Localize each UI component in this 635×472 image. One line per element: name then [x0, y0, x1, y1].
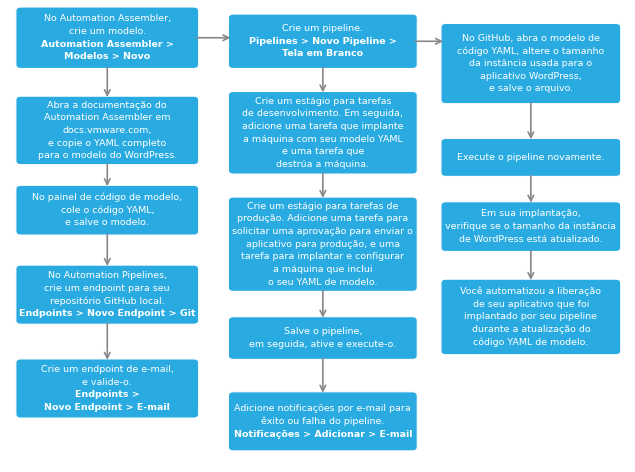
Text: implantado por seu pipeline: implantado por seu pipeline	[464, 312, 598, 321]
Text: verifique se o tamanho da instância: verifique se o tamanho da instância	[445, 222, 617, 231]
Text: durante a atualização do: durante a atualização do	[472, 325, 590, 334]
Text: Abra a documentação do: Abra a documentação do	[48, 101, 167, 110]
Text: e copie o YAML completo: e copie o YAML completo	[48, 139, 166, 148]
Text: Tela em Branco: Tela em Branco	[283, 50, 363, 59]
FancyBboxPatch shape	[441, 138, 621, 177]
Text: código YAML de modelo.: código YAML de modelo.	[473, 337, 589, 347]
FancyBboxPatch shape	[229, 317, 417, 359]
Text: a máquina que inclui: a máquina que inclui	[273, 265, 373, 274]
FancyBboxPatch shape	[229, 197, 417, 291]
Text: êxito ou falha do pipeline.: êxito ou falha do pipeline.	[261, 417, 385, 426]
Text: para o modelo do WordPress.: para o modelo do WordPress.	[37, 151, 177, 160]
Text: Crie um estágio para tarefas de: Crie um estágio para tarefas de	[247, 202, 399, 211]
Text: e salve o modelo.: e salve o modelo.	[65, 219, 149, 228]
FancyBboxPatch shape	[16, 96, 199, 165]
FancyBboxPatch shape	[229, 92, 417, 174]
Text: crie um endpoint para seu: crie um endpoint para seu	[44, 284, 170, 293]
Text: tarefa para implantar e configurar: tarefa para implantar e configurar	[241, 253, 404, 261]
Text: Crie um endpoint de e-mail,: Crie um endpoint de e-mail,	[41, 365, 174, 374]
Text: docs.vmware.com,: docs.vmware.com,	[63, 126, 152, 135]
Text: Automation Assembler >: Automation Assembler >	[41, 40, 174, 49]
Text: Automation Assembler em: Automation Assembler em	[44, 113, 171, 122]
Text: aplicativo para produção, e uma: aplicativo para produção, e uma	[246, 240, 400, 249]
FancyBboxPatch shape	[16, 185, 199, 235]
Text: Endpoints >: Endpoints >	[75, 390, 140, 399]
Text: No GitHub, abra o modelo de: No GitHub, abra o modelo de	[462, 34, 600, 42]
Text: a máquina com seu modelo YAML: a máquina com seu modelo YAML	[243, 135, 403, 143]
Text: em seguida, ative e execute-o.: em seguida, ative e execute-o.	[250, 340, 396, 349]
Text: de WordPress está atualizado.: de WordPress está atualizado.	[459, 235, 603, 244]
Text: Salve o pipeline,: Salve o pipeline,	[284, 327, 362, 336]
Text: No painel de código de modelo,: No painel de código de modelo,	[32, 193, 182, 202]
Text: Notificações > Adicionar > E-mail: Notificações > Adicionar > E-mail	[234, 430, 412, 438]
Text: de desenvolvimento. Em seguida,: de desenvolvimento. Em seguida,	[243, 109, 403, 118]
Text: Pipelines > Novo Pipeline >: Pipelines > Novo Pipeline >	[249, 37, 397, 46]
Text: o seu YAML de modelo.: o seu YAML de modelo.	[268, 278, 378, 287]
Text: Adicione notificações por e-mail para: Adicione notificações por e-mail para	[234, 404, 411, 413]
Text: aplicativo WordPress,: aplicativo WordPress,	[480, 72, 582, 81]
FancyBboxPatch shape	[16, 359, 199, 418]
FancyBboxPatch shape	[16, 7, 199, 68]
Text: solicitar uma aprovação para enviar o: solicitar uma aprovação para enviar o	[232, 227, 413, 236]
Text: Execute o pipeline novamente.: Execute o pipeline novamente.	[457, 153, 605, 162]
Text: produção. Adicione uma tarefa para: produção. Adicione uma tarefa para	[237, 214, 408, 223]
Text: destrúa a máquina.: destrúa a máquina.	[276, 160, 370, 169]
Text: Você automatizou a liberação: Você automatizou a liberação	[460, 287, 601, 296]
Text: Crie um estágio para tarefas: Crie um estágio para tarefas	[255, 97, 391, 106]
Text: e uma tarefa que: e uma tarefa que	[282, 147, 364, 156]
Text: No Automation Assembler,: No Automation Assembler,	[44, 14, 171, 23]
Text: Novo Endpoint > E-mail: Novo Endpoint > E-mail	[44, 403, 170, 412]
Text: cole o código YAML,: cole o código YAML,	[60, 205, 154, 215]
FancyBboxPatch shape	[441, 279, 621, 355]
FancyBboxPatch shape	[441, 202, 621, 252]
Text: Modelos > Novo: Modelos > Novo	[64, 52, 150, 61]
Text: e valide-o.: e valide-o.	[83, 378, 132, 387]
Text: Endpoints > Novo Endpoint > Git: Endpoints > Novo Endpoint > Git	[19, 309, 196, 318]
Text: crie um modelo.: crie um modelo.	[69, 27, 146, 36]
Text: No Automation Pipelines,: No Automation Pipelines,	[48, 271, 167, 280]
Text: da instância usada para o: da instância usada para o	[469, 59, 592, 68]
Text: adicione uma tarefa que implante: adicione uma tarefa que implante	[242, 122, 404, 131]
Text: código YAML, altere o tamanho: código YAML, altere o tamanho	[457, 46, 605, 56]
FancyBboxPatch shape	[229, 392, 417, 451]
Text: Em sua implantação,: Em sua implantação,	[481, 210, 581, 219]
Text: de seu aplicativo que foi: de seu aplicativo que foi	[472, 300, 589, 309]
FancyBboxPatch shape	[441, 24, 621, 104]
Text: Crie um pipeline.: Crie um pipeline.	[283, 24, 363, 33]
Text: repositório GitHub local.: repositório GitHub local.	[50, 296, 164, 306]
Text: e salve o arquivo.: e salve o arquivo.	[489, 84, 573, 93]
FancyBboxPatch shape	[16, 265, 199, 324]
FancyBboxPatch shape	[229, 14, 417, 68]
